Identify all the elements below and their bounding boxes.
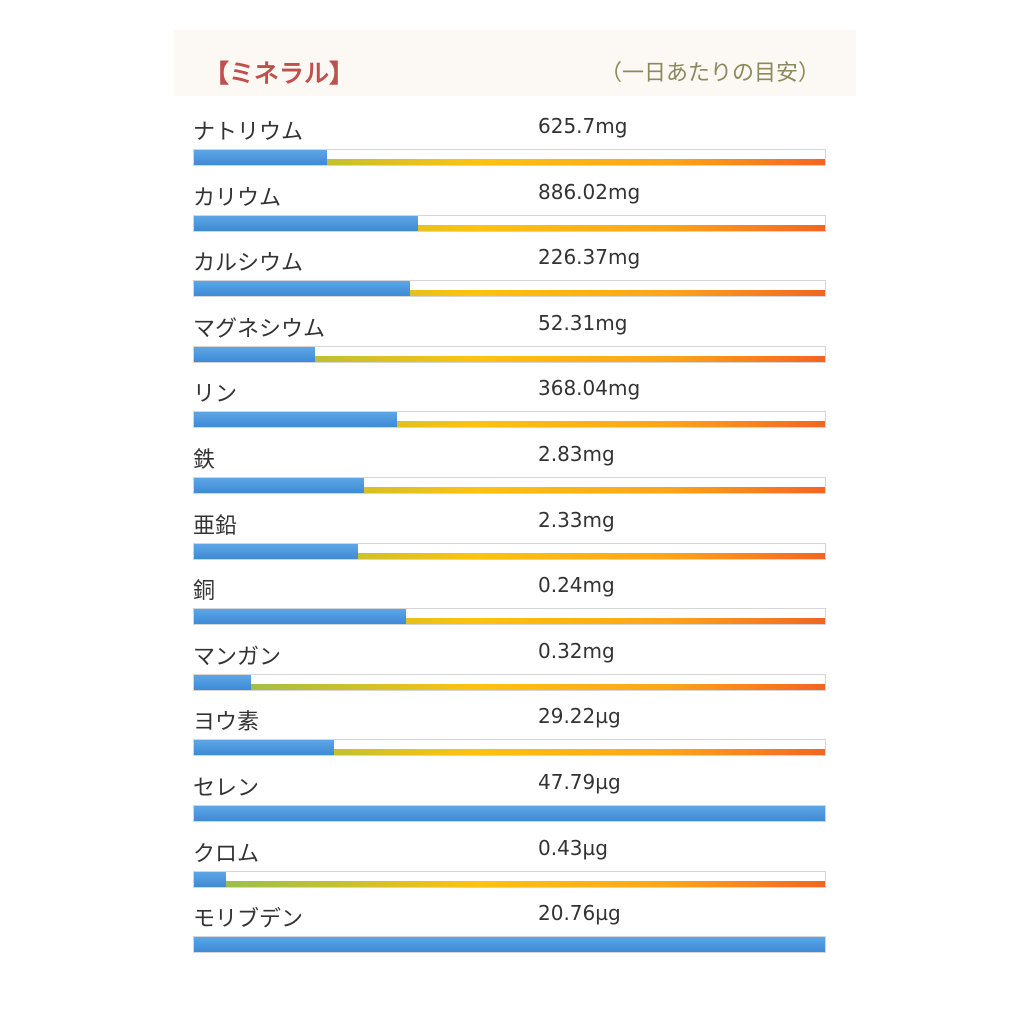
mineral-amount: 2.83mg (538, 441, 615, 466)
mineral-bar-target-line (194, 749, 825, 756)
mineral-row: セレン 47.79µg (193, 770, 826, 836)
mineral-name: マンガン (193, 644, 282, 670)
mineral-name: リン (193, 382, 238, 408)
mineral-amount: 52.31mg (538, 310, 628, 335)
mineral-name: カリウム (193, 185, 282, 211)
mineral-name: セレン (193, 775, 260, 801)
mineral-bar (194, 281, 411, 297)
mineral-bar (194, 150, 327, 165)
mineral-bar-target-line (194, 486, 825, 493)
mineral-name: 銅 (193, 579, 216, 605)
mineral-name: 鉄 (193, 447, 216, 473)
mineral-bar-target-line (194, 880, 825, 887)
mineral-amount: 226.37mg (538, 245, 641, 270)
mineral-bar (194, 346, 316, 362)
mineral-row: カルシウム 226.37mg (193, 245, 826, 311)
mineral-bar-track (193, 608, 826, 626)
mineral-bar (194, 215, 418, 231)
mineral-row: マグネシウム 52.31mg (193, 311, 826, 377)
mineral-amount: 0.24mg (538, 573, 615, 598)
mineral-row: ヨウ素 29.22µg (193, 704, 826, 770)
mineral-bar-track (193, 214, 826, 232)
mineral-bar-track (193, 345, 826, 363)
mineral-bar-track (193, 936, 826, 954)
mineral-row: 鉄 2.83mg (193, 442, 826, 508)
mineral-bar-target-line (194, 683, 825, 690)
mineral-amount: 625.7mg (538, 114, 628, 138)
mineral-bar (194, 937, 825, 953)
mineral-bar-track (193, 280, 826, 298)
mineral-bar (194, 477, 365, 493)
mineral-rows: ナトリウム 625.7mg カリウム 886.02mg カルシウム 226.37mg マグネ… (193, 114, 826, 967)
mineral-amount: 368.04mg (538, 376, 641, 401)
mineral-bar-target-line (194, 421, 825, 428)
mineral-row: クロム 0.43µg (193, 836, 826, 902)
mineral-bar (194, 412, 398, 428)
mineral-amount: 0.32mg (538, 638, 615, 663)
mineral-row: モリブデン 20.76µg (193, 901, 826, 967)
panel-note: （一日あたりの目安） (599, 61, 820, 86)
mineral-name: ナトリウム (193, 120, 304, 145)
mineral-bar-target-line (194, 355, 825, 362)
mineral-name: カルシウム (193, 251, 304, 277)
panel-title: 【ミネラル】 (204, 59, 355, 88)
mineral-bar (194, 740, 335, 756)
mineral-bar-track (193, 149, 826, 166)
mineral-bar-target-line (194, 290, 825, 297)
mineral-bar (194, 805, 825, 821)
mineral-bar-target-line (194, 224, 825, 231)
mineral-name: マグネシウム (193, 316, 326, 342)
mineral-amount: 886.02mg (538, 179, 641, 204)
mineral-bar-track (193, 804, 826, 822)
mineral-bar-target-line (194, 552, 825, 559)
mineral-row: ナトリウム 625.7mg (193, 114, 826, 180)
mineral-bar-target-line (194, 159, 825, 165)
mineral-row: カリウム 886.02mg (193, 180, 826, 246)
panel-header: 【ミネラル】 （一日あたりの目安） (174, 30, 856, 96)
mineral-name: モリブデン (193, 907, 304, 933)
mineral-row: マンガン 0.32mg (193, 639, 826, 705)
mineral-name: 亜鉛 (193, 513, 238, 539)
mineral-bar-track (193, 870, 826, 888)
mineral-bar (194, 609, 407, 625)
mineral-name: クロム (193, 841, 260, 867)
mineral-panel: 【ミネラル】 （一日あたりの目安） ナトリウム 625.7mg カリウム 886.02… (174, 30, 856, 970)
mineral-row: 銅 0.24mg (193, 573, 826, 639)
mineral-bar-target-line (194, 618, 825, 625)
mineral-row: 亜鉛 2.33mg (193, 508, 826, 574)
mineral-name: ヨウ素 (193, 710, 260, 736)
mineral-bar-track (193, 542, 826, 560)
mineral-amount: 0.43µg (538, 835, 608, 860)
mineral-bar-track (193, 411, 826, 429)
mineral-row: リン 368.04mg (193, 376, 826, 442)
mineral-amount: 20.76µg (538, 901, 621, 926)
mineral-bar (194, 871, 226, 887)
mineral-bar-track (193, 476, 826, 494)
mineral-bar-track (193, 739, 826, 757)
mineral-bar (194, 674, 251, 690)
mineral-amount: 47.79µg (538, 769, 621, 794)
mineral-bar (194, 543, 359, 559)
mineral-bar-track (193, 673, 826, 691)
mineral-amount: 29.22µg (538, 704, 621, 729)
mineral-amount: 2.33mg (538, 507, 615, 532)
